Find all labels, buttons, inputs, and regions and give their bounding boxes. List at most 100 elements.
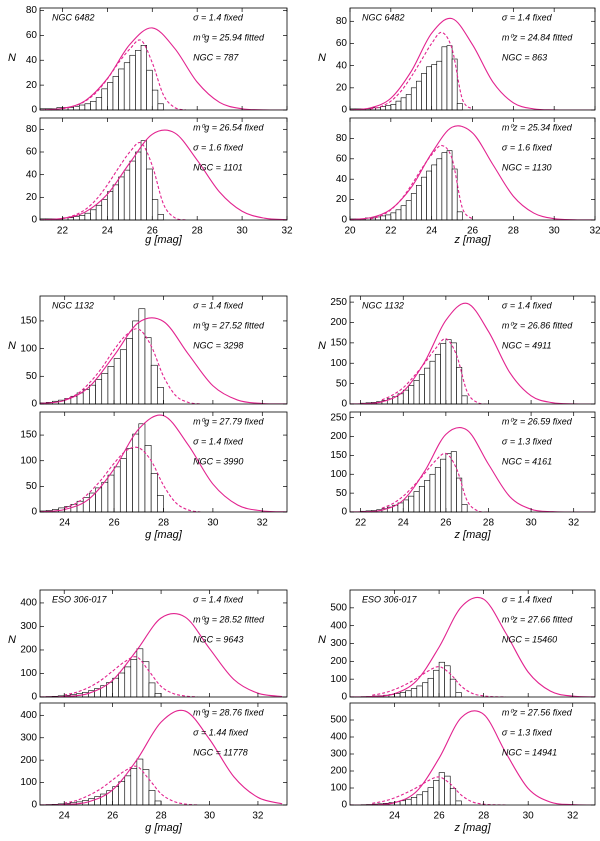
fit-curve — [40, 129, 287, 220]
x-tick-label: 22 — [355, 518, 367, 529]
bar — [140, 140, 147, 221]
bar — [157, 387, 164, 405]
bar — [146, 168, 153, 221]
annotation: m⁰z = 26.86 fitted — [502, 320, 573, 330]
y-tick-label: 40 — [336, 174, 348, 185]
panel: 0 20 40 60 80 NGC 6482 σ = 1.4 fixed m⁰z = 24.8… — [318, 7, 596, 116]
x-tick-label: 30 — [237, 226, 249, 237]
x-tick-label: 26 — [440, 518, 452, 529]
bar — [424, 480, 431, 513]
bar — [424, 367, 431, 405]
annotation: σ = 1.6 fixed — [502, 142, 553, 152]
bar — [434, 467, 441, 513]
x-tick-label: 24 — [389, 811, 401, 822]
y-tick-label: 20 — [26, 80, 38, 91]
x-tick-label: 32 — [568, 518, 580, 529]
y-tick-label: 100 — [330, 358, 347, 369]
y-tick-label: 100 — [330, 674, 347, 685]
bar — [107, 474, 115, 513]
bar — [118, 781, 126, 806]
fit-curve — [350, 426, 595, 512]
y-tick-label: 0 — [31, 800, 37, 811]
bar — [118, 176, 125, 221]
bar — [112, 677, 120, 698]
annotation: σ = 1.4 fixed — [193, 594, 244, 604]
y-tick-label: 0 — [341, 800, 347, 811]
x-tick-label: 32 — [281, 226, 293, 237]
bar — [136, 648, 144, 698]
bar — [451, 58, 458, 111]
bar — [429, 473, 436, 513]
bar — [385, 105, 392, 111]
panel: 22 24 26 28 30 32 0 50 100 150 200 250 m⁰z = 26.59 f… — [330, 411, 596, 541]
annotation: σ = 1.4 fixed — [502, 12, 553, 22]
bar — [410, 688, 418, 698]
annotation: NGC = 11778 — [193, 747, 248, 757]
bar — [113, 358, 121, 405]
fit-curve — [64, 446, 201, 512]
y-tick-label: 150 — [20, 430, 37, 441]
annotation: m⁰z = 27.56 fixed — [502, 707, 573, 717]
fit-curve — [381, 452, 489, 512]
bar — [427, 787, 434, 806]
panel-label: NGC 1132 — [362, 300, 404, 310]
y-tick-label: 0 — [341, 215, 347, 226]
annotation: σ = 1.4 fixed — [193, 12, 244, 22]
bar — [402, 499, 409, 513]
annotation: NGC = 3298 — [193, 340, 243, 350]
bar — [390, 212, 397, 221]
bar — [422, 791, 429, 806]
y-tick-label: 250 — [330, 412, 347, 423]
panel: 0 100 200 300 400 ESO 306-017 σ = 1.4 fixed m⁰g… — [8, 589, 288, 703]
y-axis-label: N — [8, 634, 16, 646]
bar — [436, 158, 443, 221]
x-tick-label: 26 — [147, 226, 159, 237]
bar — [456, 477, 463, 513]
bar — [410, 87, 417, 111]
y-tick-label: 400 — [20, 710, 37, 721]
y-tick-label: 100 — [330, 469, 347, 480]
bar — [402, 389, 409, 405]
fit-curve — [40, 317, 287, 404]
annotation: m⁰z = 25.34 fixed — [502, 122, 573, 132]
bar — [395, 209, 402, 221]
bar — [78, 104, 86, 111]
panel-label: NGC 6482 — [52, 12, 95, 22]
bar — [84, 103, 91, 111]
y-tick-label: 100 — [20, 668, 37, 679]
bar — [441, 46, 448, 111]
bar — [444, 775, 451, 806]
bar — [410, 193, 417, 221]
annotation: m⁰g = 27.79 fixed — [193, 416, 264, 426]
panel: 0 50 100 150 NGC 1132 σ = 1.4 fixed m⁰g = 27.5… — [8, 295, 288, 410]
bar — [150, 364, 158, 405]
y-tick-label: 100 — [330, 783, 347, 794]
bar — [395, 100, 402, 111]
bar — [446, 45, 453, 111]
bar — [400, 97, 407, 111]
y-tick-label: 0 — [341, 399, 347, 410]
bar — [89, 384, 96, 405]
x-tick-label: 32 — [567, 811, 579, 822]
bar — [434, 353, 441, 405]
bar — [84, 212, 91, 221]
bar — [107, 82, 114, 111]
x-tick-label: 24 — [398, 518, 410, 529]
y-tick-label: 200 — [330, 431, 347, 442]
bar — [436, 60, 443, 111]
bar — [456, 211, 463, 221]
bar — [90, 209, 97, 221]
frame — [349, 411, 596, 513]
bar — [455, 692, 462, 698]
fit-curve — [40, 709, 283, 805]
bar — [101, 88, 108, 111]
x-tick-label: 28 — [508, 226, 520, 237]
bar — [157, 214, 164, 221]
x-tick-label: 32 — [252, 811, 264, 822]
bar — [445, 453, 452, 513]
bar — [421, 73, 427, 111]
y-tick-label: 100 — [20, 343, 37, 354]
bar — [129, 54, 136, 111]
bar — [422, 682, 429, 698]
panel: 0 20 40 60 80 NGC 6482 σ = 1.4 fixed m⁰g = 25.9… — [8, 5, 288, 116]
